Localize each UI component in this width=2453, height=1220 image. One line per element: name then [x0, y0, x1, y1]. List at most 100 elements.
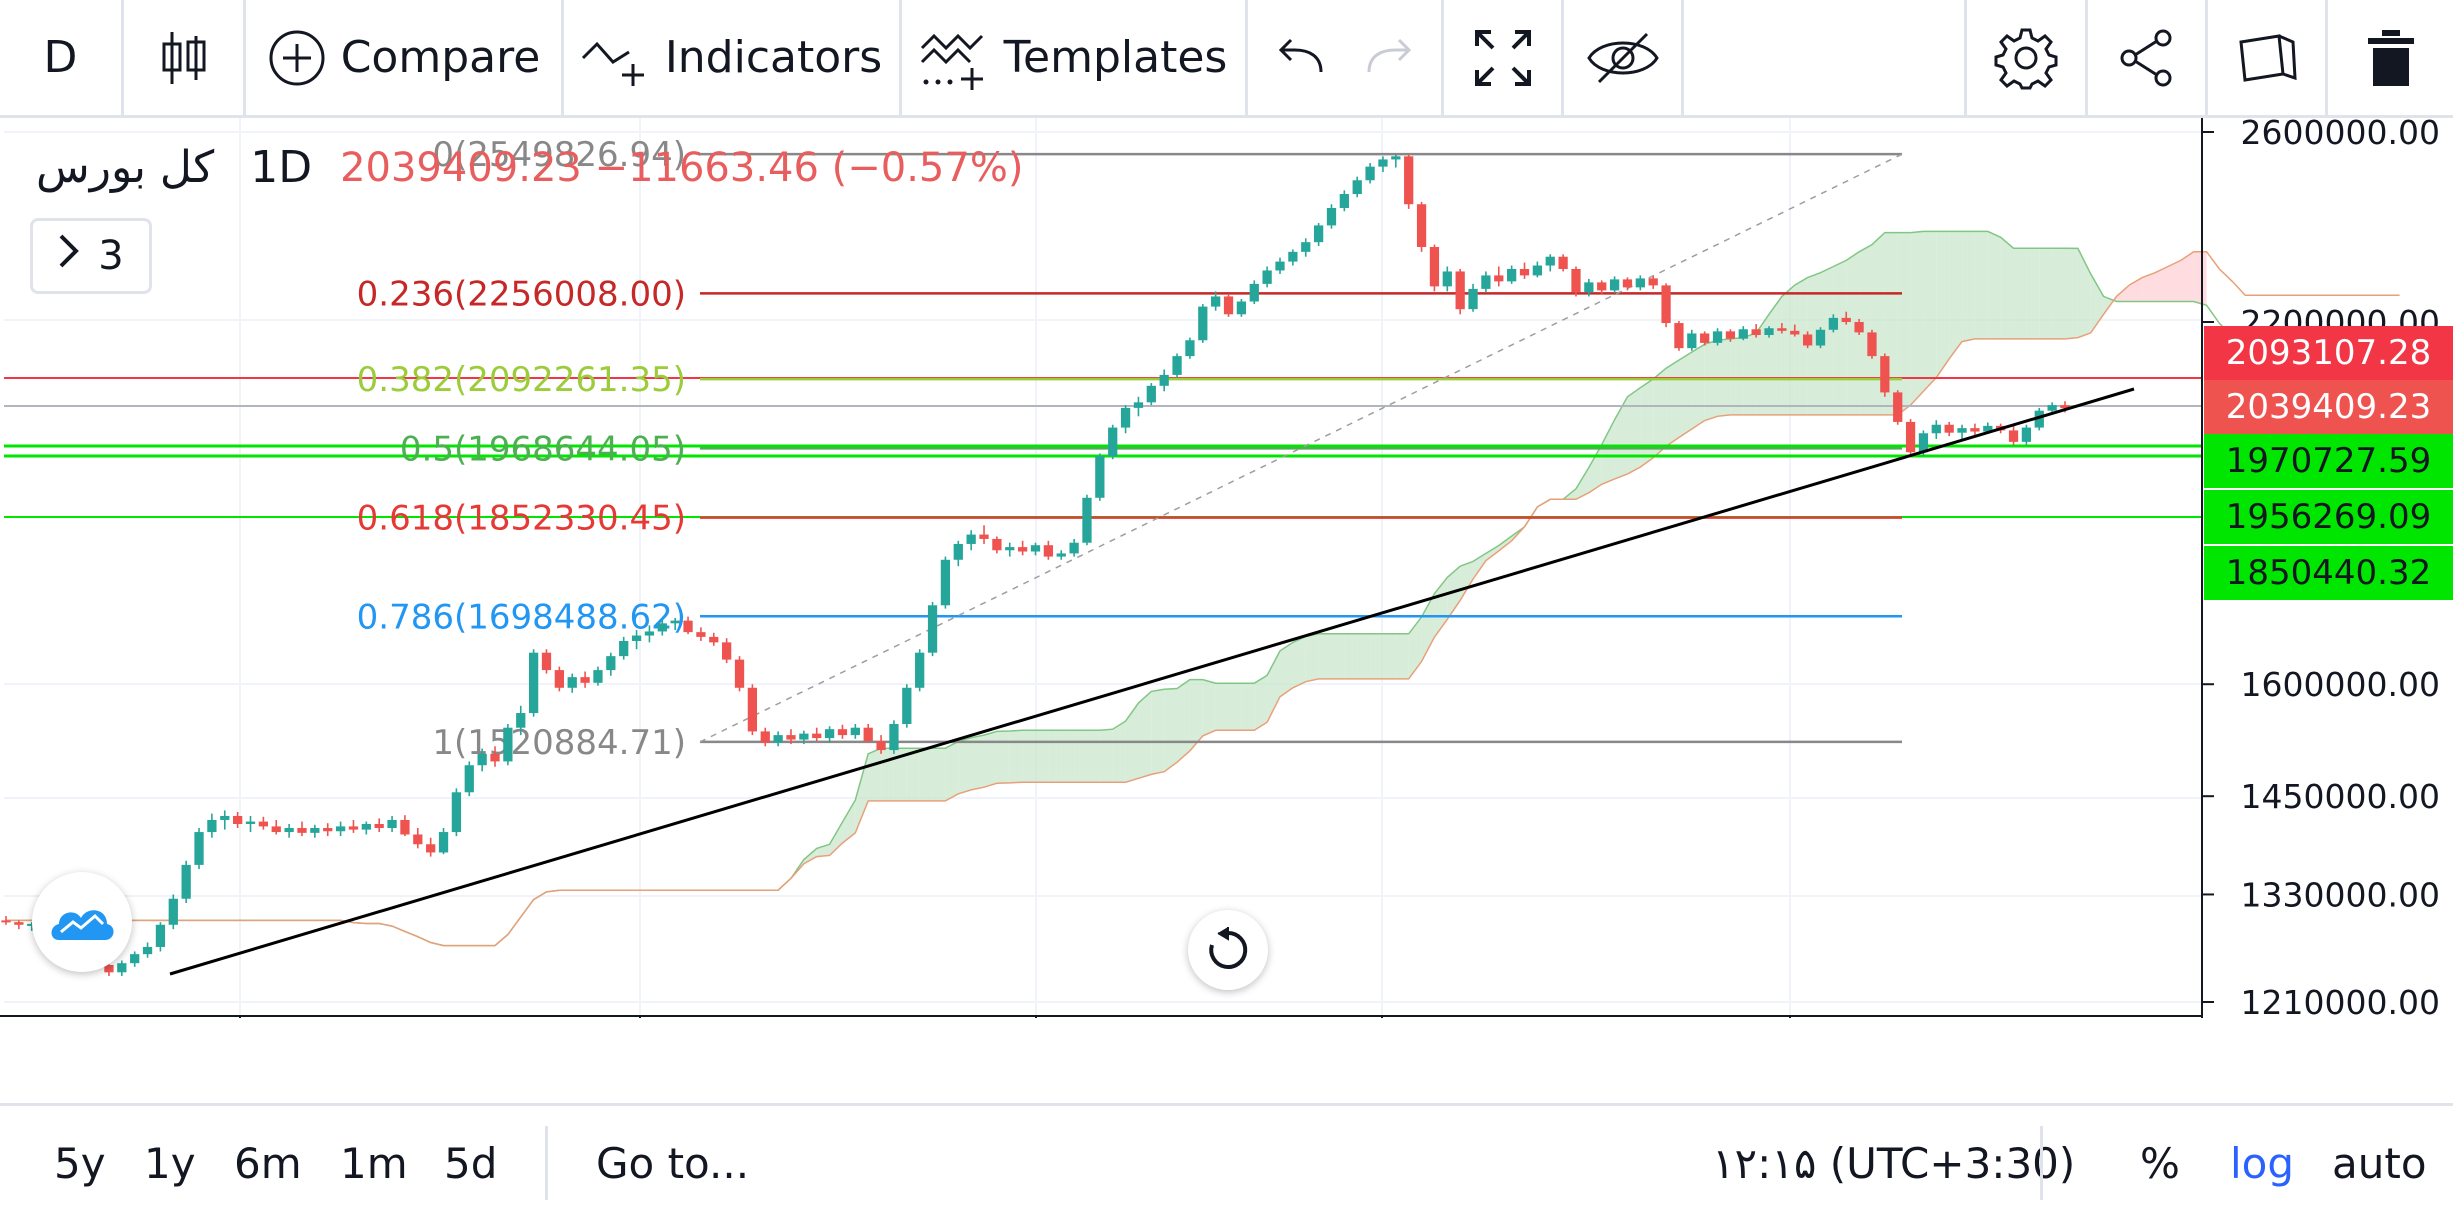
cloud-segment — [1305, 633, 1319, 682]
candle — [696, 627, 706, 641]
cloud-segment — [1923, 231, 1937, 392]
candle-body — [1751, 329, 1761, 336]
candle — [1236, 298, 1247, 317]
top-toolbar: D Compare Indicators — [0, 0, 2453, 118]
snapshot-button[interactable] — [2208, 0, 2328, 115]
candle-body — [1571, 268, 1581, 293]
candle — [1764, 326, 1774, 338]
candle — [1957, 424, 1967, 439]
indicators-toggle-button[interactable]: 3 — [30, 218, 152, 294]
candle-body — [117, 963, 127, 973]
candle — [1429, 244, 1440, 292]
candle — [979, 525, 989, 544]
goto-button[interactable]: Go to... — [596, 1106, 749, 1220]
log-toggle[interactable]: log — [2230, 1106, 2294, 1220]
tradingview-logo[interactable] — [32, 872, 132, 972]
candle — [606, 652, 616, 676]
cloud-segment — [1228, 683, 1242, 731]
settings-button[interactable] — [1964, 0, 2088, 115]
candle-body — [1069, 542, 1079, 554]
candle — [142, 942, 153, 958]
candle — [850, 724, 860, 739]
timezone-button[interactable]: ۱۲:۱۵ (UTC+3:30) — [1712, 1106, 2075, 1220]
cloud-segment — [1099, 729, 1113, 783]
candle-body — [1056, 553, 1066, 557]
candle-body — [348, 826, 359, 830]
range-1m[interactable]: 1m — [340, 1106, 408, 1220]
candle — [1674, 320, 1684, 351]
candle-body — [1700, 333, 1710, 343]
range-6m[interactable]: 6m — [234, 1106, 302, 1220]
candle — [1751, 324, 1761, 338]
candle-body — [1828, 317, 1838, 330]
share-button[interactable] — [2088, 0, 2208, 115]
candle — [1030, 542, 1041, 556]
candle — [1005, 542, 1015, 557]
candle-body — [1313, 225, 1324, 243]
reset-icon — [1209, 927, 1248, 969]
candle — [168, 894, 178, 930]
cloud-segment — [1601, 419, 1615, 485]
price-axis-label: 2039409.23 — [2204, 380, 2453, 434]
candle-body — [1983, 425, 1993, 432]
cloud-segment — [1743, 332, 1757, 415]
cloud-segment — [1575, 467, 1589, 500]
candle — [451, 788, 462, 837]
interval-button[interactable]: D — [0, 0, 124, 115]
candle-body — [747, 687, 758, 732]
hide-drawings-button[interactable] — [1564, 0, 1684, 115]
candle-body — [438, 832, 449, 853]
candle — [1095, 453, 1105, 501]
candle-body — [155, 924, 166, 947]
bottom-toolbar: 5y 1y 6m 1m 5d Go to... ۱۲:۱۵ (UTC+3:30)… — [0, 1103, 2453, 1220]
candle-body — [1223, 296, 1234, 315]
candle — [1867, 329, 1877, 359]
delete-button[interactable] — [2328, 0, 2453, 115]
candle-body — [1108, 427, 1118, 457]
reset-chart-button[interactable] — [1188, 910, 1268, 990]
chevron-right-icon — [58, 233, 80, 279]
candle — [220, 810, 230, 830]
candle-body — [528, 652, 539, 714]
range-5d[interactable]: 5d — [444, 1106, 497, 1220]
compare-button[interactable]: Compare — [246, 0, 564, 115]
candle-body — [580, 677, 590, 683]
candle — [1519, 262, 1530, 279]
cloud-segment — [1382, 633, 1396, 679]
candle-body — [1352, 180, 1362, 195]
range-1y[interactable]: 1y — [144, 1106, 196, 1220]
undo-icon — [1278, 38, 1322, 72]
auto-toggle[interactable]: auto — [2332, 1106, 2427, 1220]
candle — [258, 816, 269, 830]
templates-button[interactable]: Templates — [902, 0, 1248, 115]
candle — [1609, 276, 1620, 294]
candle — [1442, 266, 1452, 292]
price-chart[interactable]: 0(2549826.94) 0.236(2256008.00) 0.382(2092… — [0, 118, 2453, 1018]
fullscreen-button[interactable] — [1444, 0, 1564, 115]
range-5y[interactable]: 5y — [54, 1106, 106, 1220]
cloud-segment — [881, 748, 894, 801]
candle — [245, 815, 256, 833]
candle-body — [130, 954, 140, 964]
range-5y-label: 5y — [54, 1138, 106, 1188]
candle-body — [940, 559, 951, 606]
candle-body — [374, 823, 384, 829]
indicators-button[interactable]: Indicators — [564, 0, 902, 115]
candle — [1211, 291, 1221, 311]
candle-body — [181, 864, 191, 899]
undo-button[interactable] — [1275, 38, 1325, 78]
redo-button[interactable] — [1365, 38, 1415, 78]
cloud-segment — [855, 753, 869, 833]
candle — [644, 625, 655, 643]
candle-body — [142, 946, 153, 955]
cloud-segment — [1987, 231, 2001, 339]
chart-type-button[interactable] — [124, 0, 246, 115]
symbol-name[interactable]: کل بورس — [36, 142, 215, 193]
candle-body — [207, 819, 217, 833]
candle-body — [1893, 392, 1903, 422]
cloud-segment — [1202, 679, 1216, 736]
percent-toggle[interactable]: % — [2140, 1106, 2180, 1220]
cloud-segment — [842, 800, 856, 844]
candle-body — [992, 538, 1002, 551]
candle — [1468, 283, 1478, 312]
